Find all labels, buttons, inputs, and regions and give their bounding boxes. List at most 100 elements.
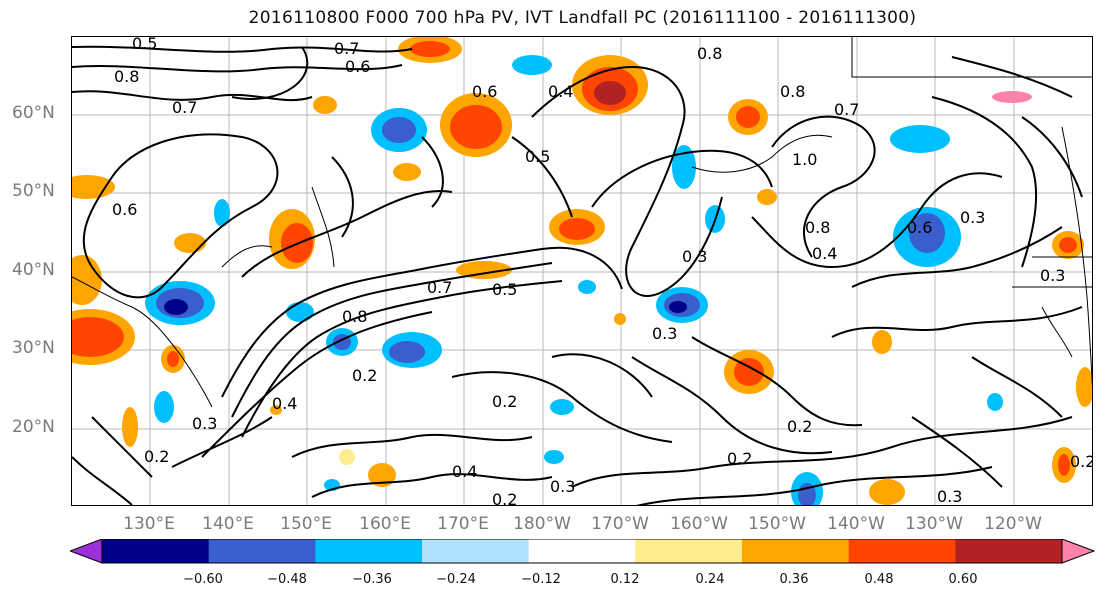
contour-label: 0.3 <box>1040 266 1065 285</box>
lat-label-20n: 20°N <box>12 417 55 437</box>
shade-negative <box>909 213 945 253</box>
colorbar-segment <box>102 539 210 563</box>
shade-positive <box>1058 454 1070 476</box>
shade-positive <box>174 233 206 253</box>
shade-positive <box>167 351 179 367</box>
shade-positive <box>122 407 138 447</box>
shade-negative <box>512 55 552 75</box>
shade-positive <box>734 358 764 386</box>
lat-label-60n: 60°N <box>12 103 55 123</box>
shade-positive <box>992 91 1032 103</box>
lon-label: 170°E <box>437 514 489 534</box>
contour-label: 0.2 <box>144 447 169 466</box>
contour-label: 0.3 <box>550 477 575 496</box>
contour-label: 0.4 <box>548 82 573 101</box>
map-canvas: 0.5 0.7 0.8 0.6 0.8 0.7 0.6 0.5 0.4 0.3 … <box>72 37 1093 505</box>
lat-label-40n: 40°N <box>12 260 55 280</box>
colorbar-segment <box>955 539 1063 563</box>
shade-positive <box>339 449 355 465</box>
colorbar-segment <box>208 539 316 563</box>
lat-label-50n: 50°N <box>12 181 55 201</box>
contour-label: 0.3 <box>192 414 217 433</box>
contour-label: 0.7 <box>834 100 859 119</box>
pc-shading <box>72 37 1092 505</box>
shade-positive <box>72 175 115 199</box>
contour-label: 0.3 <box>960 208 985 227</box>
shade-negative <box>890 125 950 153</box>
contour-label: 0.4 <box>272 394 297 413</box>
shade-negative <box>382 117 416 143</box>
colorbar-tick: 0.36 <box>779 572 809 587</box>
shade-positive <box>456 261 512 279</box>
shade-positive <box>368 463 396 487</box>
shade-positive <box>72 317 124 357</box>
shade-positive <box>736 106 760 128</box>
lon-label: 170°W <box>591 514 649 534</box>
map-panel: 0.5 0.7 0.8 0.6 0.8 0.7 0.6 0.5 0.4 0.3 … <box>71 36 1093 506</box>
lon-label: 140°E <box>202 514 254 534</box>
colorbar-segment <box>848 539 956 563</box>
contour-label: 0.2 <box>727 449 752 468</box>
contour-label: 0.8 <box>805 218 830 237</box>
contour-label: 1.0 <box>792 150 817 169</box>
contour-label: 0.2 <box>787 417 812 436</box>
contour-label: 0.8 <box>342 307 367 326</box>
contour-label: 0.4 <box>812 244 837 263</box>
shade-negative <box>214 199 230 227</box>
colorbar-segment <box>635 539 743 563</box>
lon-label: 120°W <box>984 514 1042 534</box>
colorbar <box>70 539 1095 564</box>
shade-negative <box>669 301 687 313</box>
shade-positive <box>869 479 905 505</box>
shade-negative <box>544 450 564 464</box>
colorbar-segment <box>422 539 530 563</box>
shade-positive <box>410 41 450 57</box>
coastlines <box>72 37 1092 408</box>
shade-positive <box>872 330 892 354</box>
shade-positive <box>450 105 502 149</box>
lat-label-30n: 30°N <box>12 338 55 358</box>
colorbar-tick: −0.60 <box>183 572 223 587</box>
lon-label: 130°W <box>905 514 963 534</box>
shade-positive <box>1059 237 1077 253</box>
lon-label: 150°E <box>280 514 332 534</box>
colorbar-tick: 0.48 <box>864 572 894 587</box>
contour-label: 0.4 <box>452 462 477 481</box>
shade-negative <box>286 302 314 322</box>
pv-contours <box>72 45 1083 505</box>
colorbar-tick: −0.48 <box>267 572 307 587</box>
contour-label: 0.2 <box>1070 452 1093 471</box>
contour-label: 0.6 <box>345 57 370 76</box>
contour-label: 0.6 <box>112 200 137 219</box>
contour-label: 0.8 <box>697 44 722 63</box>
lon-label: 130°E <box>123 514 175 534</box>
shade-positive <box>393 163 421 181</box>
shade-negative <box>389 341 425 363</box>
shade-positive <box>1076 367 1092 407</box>
shade-positive <box>270 405 282 415</box>
contour-label: 0.2 <box>352 366 377 385</box>
shade-positive <box>614 313 626 325</box>
shade-negative <box>550 399 574 415</box>
colorbar-tick: −0.24 <box>436 572 476 587</box>
contour-label: 0.3 <box>682 247 707 266</box>
contour-label: 0.5 <box>492 280 517 299</box>
colorbar-segment <box>315 539 423 563</box>
shade-positive <box>72 255 102 305</box>
shade-negative <box>164 299 188 315</box>
lon-label: 160°W <box>670 514 728 534</box>
shade-positive <box>757 189 777 205</box>
colorbar-extend-high <box>1061 539 1095 564</box>
contour-label: 0.2 <box>492 392 517 411</box>
map-title: 2016110800 F000 700 hPa PV, IVT Landfall… <box>248 8 917 28</box>
colorbar-segment <box>742 539 850 563</box>
contour-label: 0.7 <box>172 98 197 117</box>
contour-label: 0.7 <box>334 39 359 58</box>
colorbar-tick: −0.12 <box>521 572 561 587</box>
lon-label: 140°W <box>827 514 885 534</box>
lon-label: 150°W <box>748 514 806 534</box>
contour-label: 0.8 <box>114 67 139 86</box>
lon-label: 160°E <box>359 514 411 534</box>
contour-label: 0.7 <box>427 278 452 297</box>
shade-positive <box>559 218 595 240</box>
